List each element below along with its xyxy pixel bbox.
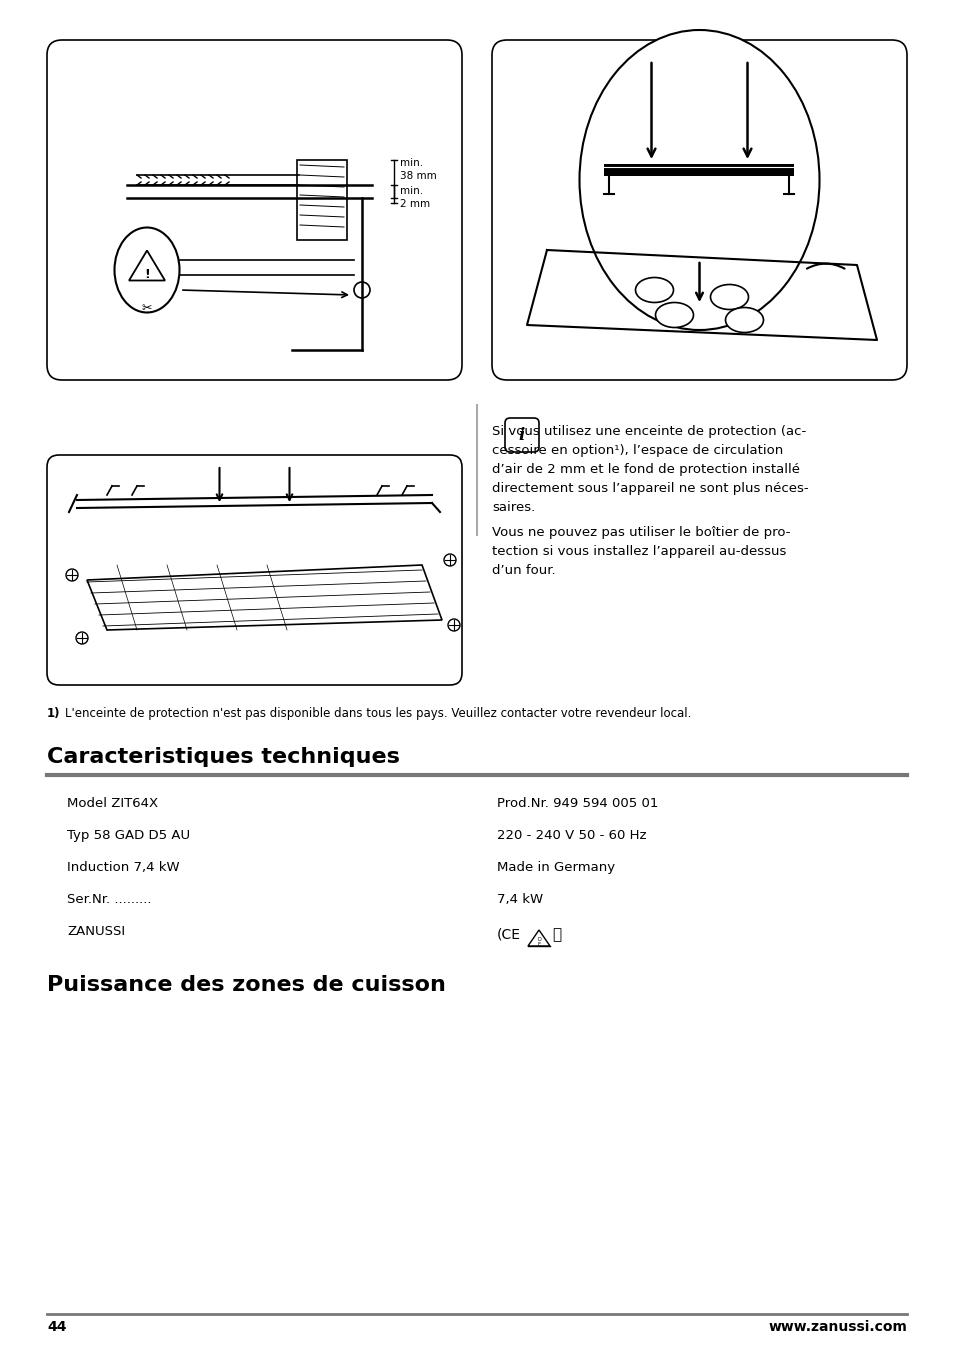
- Polygon shape: [87, 565, 441, 630]
- Text: Model ZIT64X: Model ZIT64X: [67, 796, 158, 810]
- Text: Prod.Nr. 949 594 005 01: Prod.Nr. 949 594 005 01: [497, 796, 658, 810]
- Text: 38 mm: 38 mm: [399, 170, 436, 181]
- Text: 44: 44: [47, 1320, 67, 1334]
- Text: Typ 58 GAD D5 AU: Typ 58 GAD D5 AU: [67, 829, 190, 842]
- Circle shape: [448, 619, 459, 631]
- Text: Ser.Nr. .........: Ser.Nr. .........: [67, 894, 152, 906]
- Text: 1): 1): [47, 707, 60, 721]
- Text: 2 mm: 2 mm: [399, 199, 430, 210]
- Text: L'enceinte de protection n'est pas disponible dans tous les pays. Veuillez conta: L'enceinte de protection n'est pas dispo…: [65, 707, 691, 721]
- Text: 7,4 kW: 7,4 kW: [497, 894, 542, 906]
- Bar: [604, 164, 794, 176]
- Text: 220 - 240 V 50 - 60 Hz: 220 - 240 V 50 - 60 Hz: [497, 829, 646, 842]
- Text: ZANUSSI: ZANUSSI: [67, 925, 125, 938]
- Text: (CE: (CE: [497, 927, 520, 941]
- Text: ✂: ✂: [142, 301, 152, 315]
- Text: ⛮: ⛮: [552, 927, 560, 942]
- Text: www.zanussi.com: www.zanussi.com: [767, 1320, 906, 1334]
- Text: Induction 7,4 kW: Induction 7,4 kW: [67, 861, 179, 873]
- Circle shape: [354, 283, 370, 297]
- Polygon shape: [527, 930, 550, 946]
- Circle shape: [76, 631, 88, 644]
- Text: Puissance des zones de cuisson: Puissance des zones de cuisson: [47, 975, 445, 995]
- Text: cessoire en option¹), l’espace de circulation: cessoire en option¹), l’espace de circul…: [492, 443, 782, 457]
- Bar: [296, 160, 347, 241]
- Text: d’air de 2 mm et le fond de protection installé: d’air de 2 mm et le fond de protection i…: [492, 462, 800, 476]
- Circle shape: [443, 554, 456, 566]
- Text: min.: min.: [399, 187, 423, 196]
- Text: Made in Germany: Made in Germany: [497, 861, 615, 873]
- Text: saires.: saires.: [492, 502, 535, 514]
- Text: Vous ne pouvez pas utiliser le boîtier de pro-: Vous ne pouvez pas utiliser le boîtier d…: [492, 526, 790, 539]
- Text: d’un four.: d’un four.: [492, 564, 555, 577]
- Text: directement sous l’appareil ne sont plus néces-: directement sous l’appareil ne sont plus…: [492, 483, 808, 495]
- Text: tection si vous installez l’appareil au-dessus: tection si vous installez l’appareil au-…: [492, 545, 785, 558]
- Ellipse shape: [635, 277, 673, 303]
- Ellipse shape: [710, 284, 748, 310]
- Ellipse shape: [114, 227, 179, 312]
- Polygon shape: [129, 250, 165, 280]
- Text: Caracteristiques techniques: Caracteristiques techniques: [47, 748, 399, 767]
- Ellipse shape: [578, 30, 819, 330]
- Text: Si vous utilisez une enceinte de protection (ac-: Si vous utilisez une enceinte de protect…: [492, 425, 805, 438]
- Text: min.: min.: [399, 158, 423, 168]
- Text: D
E: D E: [537, 937, 540, 946]
- Circle shape: [66, 569, 78, 581]
- FancyBboxPatch shape: [504, 418, 538, 452]
- Ellipse shape: [655, 303, 693, 327]
- Text: !: !: [144, 269, 150, 281]
- Text: i: i: [518, 426, 525, 443]
- Ellipse shape: [724, 307, 762, 333]
